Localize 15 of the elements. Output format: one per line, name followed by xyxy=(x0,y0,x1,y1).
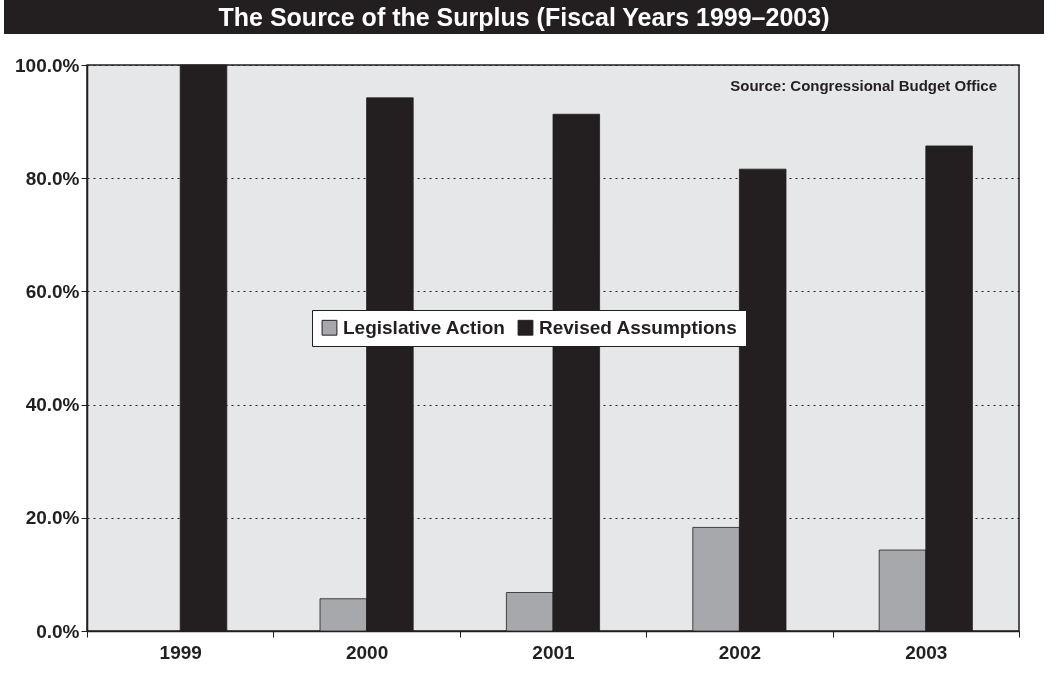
annotation: Source: Congressional Budget Office xyxy=(730,77,997,94)
y-tick-label: 0.0% xyxy=(36,620,80,642)
x-tick-label: 2002 xyxy=(718,641,762,663)
chart-title: The Source of the Surplus (Fiscal Years 1999–2003) xyxy=(4,0,1044,34)
legend-label: Legislative Action xyxy=(343,316,505,338)
x-tick-label: 1999 xyxy=(159,641,202,663)
y-tick-label: 80.0% xyxy=(25,167,80,189)
y-tick-label: 100.0% xyxy=(15,54,80,76)
y-tick-label: 40.0% xyxy=(25,394,80,416)
x-tick-label: 2001 xyxy=(532,641,576,663)
legend-label: Revised Assumptions xyxy=(539,316,737,338)
y-tick-label: 20.0% xyxy=(25,507,80,529)
x-tick-label: 2003 xyxy=(905,641,948,663)
x-tick-label: 2000 xyxy=(345,641,389,663)
y-tick-label: 60.0% xyxy=(25,280,80,302)
